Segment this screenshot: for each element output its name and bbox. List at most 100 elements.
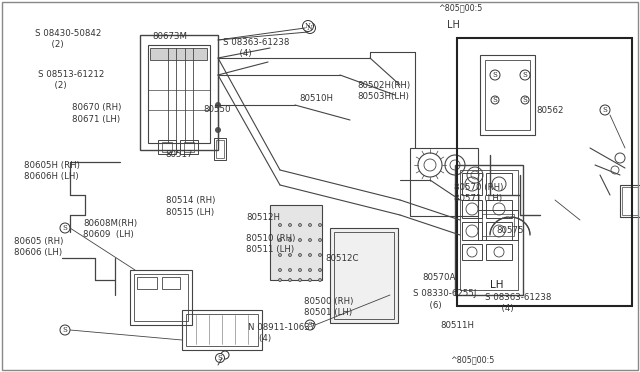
- Text: N 08911-10637
    (4): N 08911-10637 (4): [248, 323, 316, 343]
- Bar: [622, 187, 638, 215]
- Text: S 08330-6255J
      (6): S 08330-6255J (6): [413, 289, 476, 310]
- Circle shape: [520, 70, 530, 80]
- Bar: [486, 244, 512, 260]
- Circle shape: [305, 22, 316, 33]
- Circle shape: [298, 224, 301, 227]
- Bar: [270, 205, 322, 280]
- Circle shape: [491, 96, 499, 104]
- Text: LH: LH: [490, 280, 504, 290]
- Bar: [330, 228, 398, 323]
- Bar: [478, 210, 518, 240]
- Text: 80510H: 80510H: [300, 94, 333, 103]
- Text: S 08363-61238
      (4): S 08363-61238 (4): [223, 38, 289, 58]
- Text: 80673M: 80673M: [152, 32, 188, 41]
- Text: S: S: [603, 106, 607, 114]
- Bar: [150, 48, 207, 60]
- Circle shape: [278, 224, 282, 227]
- Bar: [486, 222, 512, 240]
- Bar: [485, 60, 530, 130]
- Bar: [462, 244, 482, 260]
- Text: S: S: [523, 96, 527, 104]
- Text: 80511H: 80511H: [440, 321, 474, 330]
- Text: S: S: [308, 321, 312, 329]
- Text: 80500 (RH)
80501 (LH): 80500 (RH) 80501 (LH): [304, 297, 353, 317]
- Text: 80670 (RH)
80671 (LH): 80670 (RH) 80671 (LH): [72, 103, 121, 124]
- Bar: [462, 200, 482, 218]
- Circle shape: [308, 238, 312, 241]
- Bar: [137, 277, 157, 289]
- Text: 80502H(RH)
80503H(LH): 80502H(RH) 80503H(LH): [357, 81, 410, 101]
- Circle shape: [60, 223, 70, 233]
- Circle shape: [308, 253, 312, 257]
- Circle shape: [319, 279, 321, 282]
- Circle shape: [319, 224, 321, 227]
- Bar: [482, 214, 514, 236]
- Bar: [134, 274, 188, 321]
- Bar: [462, 222, 482, 240]
- Circle shape: [319, 269, 321, 272]
- Bar: [180, 140, 198, 154]
- Circle shape: [289, 269, 291, 272]
- Bar: [140, 35, 218, 150]
- Circle shape: [308, 224, 312, 227]
- Text: S 08363-61238
      (4): S 08363-61238 (4): [485, 293, 552, 313]
- Circle shape: [600, 105, 610, 115]
- Bar: [334, 232, 394, 319]
- Bar: [462, 173, 482, 195]
- Text: 80570 (RH)
80571 (LH): 80570 (RH) 80571 (LH): [454, 183, 504, 203]
- Bar: [620, 185, 640, 217]
- Text: ^805、00:5: ^805、00:5: [450, 355, 494, 364]
- Text: 80512C: 80512C: [325, 254, 358, 263]
- Bar: [162, 142, 172, 152]
- Text: N: N: [305, 22, 311, 30]
- Bar: [214, 138, 226, 160]
- Circle shape: [289, 253, 291, 257]
- Bar: [186, 314, 258, 346]
- Bar: [184, 142, 194, 152]
- Circle shape: [216, 353, 225, 362]
- Circle shape: [60, 325, 70, 335]
- Circle shape: [319, 253, 321, 257]
- Circle shape: [521, 96, 529, 104]
- Text: 80517: 80517: [165, 150, 193, 159]
- Bar: [182, 310, 262, 350]
- Circle shape: [308, 279, 312, 282]
- Bar: [148, 45, 210, 143]
- Text: S: S: [218, 354, 223, 362]
- Bar: [130, 270, 192, 325]
- Circle shape: [278, 269, 282, 272]
- Circle shape: [298, 238, 301, 241]
- Bar: [460, 170, 518, 290]
- Circle shape: [319, 238, 321, 241]
- Text: S: S: [63, 326, 67, 334]
- Circle shape: [308, 269, 312, 272]
- Text: N: N: [307, 24, 313, 32]
- Text: 80510 (RH)
80511 (LH): 80510 (RH) 80511 (LH): [246, 234, 296, 254]
- Text: 80605 (RH)
80606 (LH): 80605 (RH) 80606 (LH): [14, 237, 63, 257]
- Text: S: S: [63, 224, 67, 232]
- Bar: [410, 148, 478, 216]
- Text: 80605H (RH)
80606H (LH): 80605H (RH) 80606H (LH): [24, 161, 80, 181]
- Text: 80608M(RH)
80609  (LH): 80608M(RH) 80609 (LH): [83, 219, 138, 239]
- Circle shape: [289, 279, 291, 282]
- Bar: [486, 173, 512, 195]
- Circle shape: [278, 253, 282, 257]
- Text: 80514 (RH)
80515 (LH): 80514 (RH) 80515 (LH): [166, 196, 216, 217]
- Bar: [455, 165, 523, 295]
- Circle shape: [298, 253, 301, 257]
- Text: S: S: [523, 71, 527, 79]
- Text: S: S: [493, 96, 497, 104]
- Text: 80562: 80562: [536, 106, 564, 115]
- Text: 80570A: 80570A: [422, 273, 456, 282]
- Circle shape: [278, 238, 282, 241]
- Text: 80550: 80550: [204, 105, 231, 114]
- Circle shape: [303, 20, 314, 32]
- Bar: [457, 38, 632, 306]
- Circle shape: [298, 279, 301, 282]
- Circle shape: [278, 279, 282, 282]
- Text: S 08513-61212
      (2): S 08513-61212 (2): [38, 70, 105, 90]
- Text: S 08430-50842
      (2): S 08430-50842 (2): [35, 29, 102, 49]
- Circle shape: [305, 320, 315, 330]
- Bar: [216, 140, 224, 158]
- Text: 80575: 80575: [496, 226, 524, 235]
